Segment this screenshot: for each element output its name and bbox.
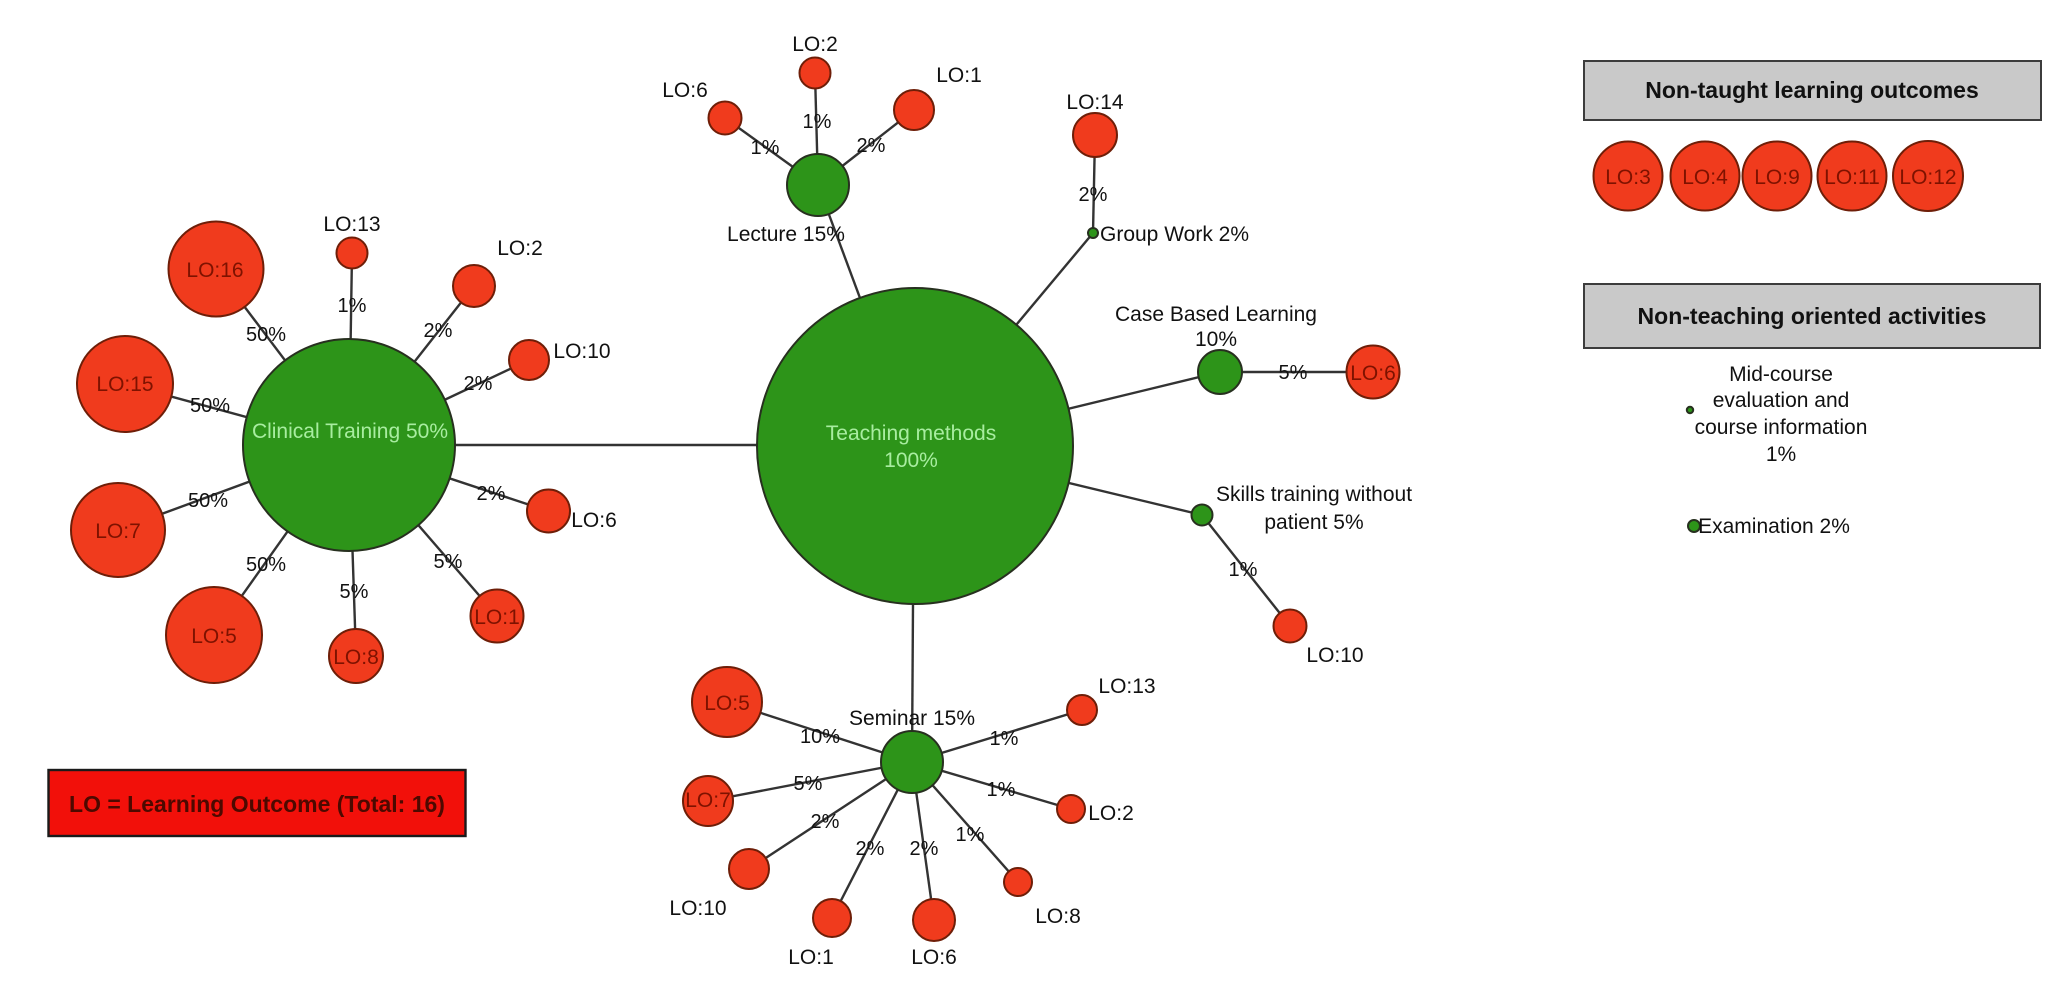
svg-text:1%: 1% <box>1766 443 1796 466</box>
svg-text:patient 5%: patient 5% <box>1264 511 1363 534</box>
svg-text:evaluation and: evaluation and <box>1713 389 1850 412</box>
svg-text:5%: 5% <box>434 551 463 573</box>
svg-text:2%: 2% <box>477 483 506 505</box>
svg-text:1%: 1% <box>803 111 832 133</box>
svg-text:LO:6: LO:6 <box>911 946 957 969</box>
svg-text:Teaching methods: Teaching methods <box>826 422 996 445</box>
svg-text:50%: 50% <box>190 395 230 417</box>
svg-text:LO:11: LO:11 <box>1824 166 1880 189</box>
svg-text:Mid-course: Mid-course <box>1729 363 1833 386</box>
svg-text:1%: 1% <box>751 137 780 159</box>
svg-text:LO:7: LO:7 <box>685 789 731 812</box>
svg-text:Lecture 15%: Lecture 15% <box>727 223 845 246</box>
svg-text:LO:2: LO:2 <box>1088 802 1134 825</box>
svg-text:LO:1: LO:1 <box>474 606 520 629</box>
svg-text:50%: 50% <box>246 324 286 346</box>
svg-text:LO:9: LO:9 <box>1754 166 1800 189</box>
svg-text:LO:1: LO:1 <box>788 946 834 969</box>
svg-text:LO:4: LO:4 <box>1682 166 1728 189</box>
svg-text:2%: 2% <box>811 811 840 833</box>
svg-text:1%: 1% <box>990 728 1019 750</box>
svg-text:5%: 5% <box>1279 362 1308 384</box>
svg-text:2%: 2% <box>857 135 886 157</box>
svg-text:LO:6: LO:6 <box>662 79 708 102</box>
svg-text:LO:5: LO:5 <box>191 625 237 648</box>
svg-text:Case Based Learning: Case Based Learning <box>1115 303 1317 326</box>
svg-text:2%: 2% <box>464 373 493 395</box>
svg-text:course information: course information <box>1695 416 1868 439</box>
svg-text:10%: 10% <box>800 726 840 748</box>
svg-text:LO:8: LO:8 <box>1035 905 1081 928</box>
svg-text:Group Work 2%: Group Work 2% <box>1100 223 1249 246</box>
svg-text:LO:13: LO:13 <box>323 213 380 236</box>
svg-text:Clinical Training 50%: Clinical Training 50% <box>252 420 448 443</box>
svg-text:LO = Learning Outcome (Total:: LO = Learning Outcome (Total: 16) <box>69 791 445 817</box>
svg-text:LO:6: LO:6 <box>571 509 617 532</box>
svg-text:LO:10: LO:10 <box>1306 644 1363 667</box>
svg-text:50%: 50% <box>246 554 286 576</box>
svg-text:LO:8: LO:8 <box>333 646 379 669</box>
svg-text:LO:14: LO:14 <box>1066 91 1124 114</box>
svg-text:100%: 100% <box>884 449 938 472</box>
svg-text:LO:5: LO:5 <box>704 692 750 715</box>
svg-text:LO:15: LO:15 <box>96 373 153 396</box>
svg-text:Non-teaching oriented activiti: Non-teaching oriented activities <box>1638 303 1987 329</box>
svg-text:2%: 2% <box>1079 184 1108 206</box>
svg-text:LO:2: LO:2 <box>497 237 543 260</box>
svg-text:1%: 1% <box>987 779 1016 801</box>
svg-text:1%: 1% <box>1229 559 1258 581</box>
svg-text:LO:1: LO:1 <box>936 64 982 87</box>
svg-text:1%: 1% <box>338 295 367 317</box>
svg-text:LO:10: LO:10 <box>669 897 726 920</box>
svg-text:2%: 2% <box>424 320 453 342</box>
svg-text:LO:13: LO:13 <box>1098 675 1155 698</box>
svg-text:Examination 2%: Examination 2% <box>1698 515 1850 538</box>
svg-text:50%: 50% <box>188 490 228 512</box>
svg-text:5%: 5% <box>340 581 369 603</box>
svg-text:Non-taught learning outcomes: Non-taught learning outcomes <box>1645 77 1979 103</box>
svg-text:LO:12: LO:12 <box>1899 166 1956 189</box>
svg-text:2%: 2% <box>856 838 885 860</box>
svg-text:LO:10: LO:10 <box>553 340 610 363</box>
svg-text:10%: 10% <box>1195 328 1237 351</box>
svg-text:5%: 5% <box>794 773 823 795</box>
svg-text:LO:3: LO:3 <box>1605 166 1651 189</box>
svg-text:LO:16: LO:16 <box>186 259 243 282</box>
svg-text:Skills training without: Skills training without <box>1216 483 1412 506</box>
svg-text:Seminar 15%: Seminar 15% <box>849 707 975 730</box>
svg-text:LO:6: LO:6 <box>1350 362 1396 385</box>
svg-text:LO:2: LO:2 <box>792 33 838 56</box>
svg-text:2%: 2% <box>910 838 939 860</box>
svg-text:LO:7: LO:7 <box>95 520 141 543</box>
svg-text:1%: 1% <box>956 824 985 846</box>
